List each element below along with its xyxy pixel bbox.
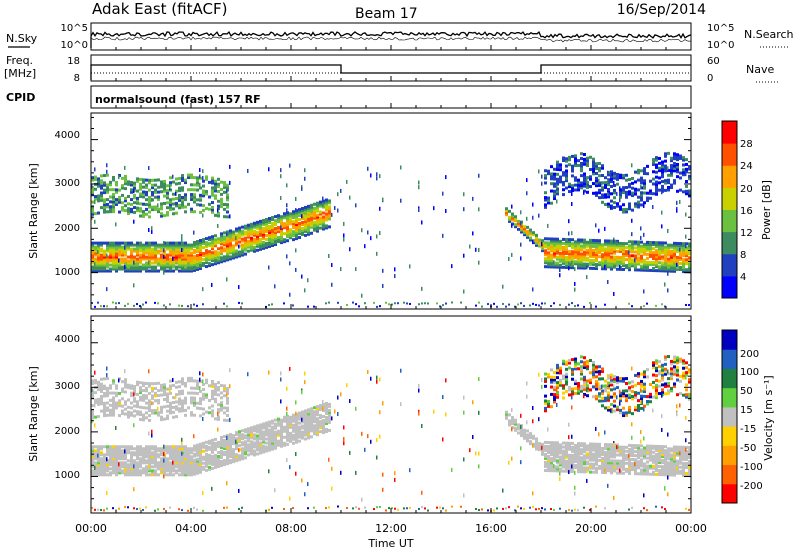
noise-search-line — [90, 36, 692, 43]
power-cbar-tick-4: 4 — [740, 272, 746, 283]
power-ytick-1000: 1000 — [55, 267, 80, 278]
vel-cbar-tick-m15: -15 — [740, 424, 756, 435]
vel-cbar-tick-m100: -100 — [740, 462, 763, 473]
vel-cbar-tick-100: 100 — [740, 367, 759, 378]
velocity-colorbar: 200 100 50 15 -15 -50 -100 -200 Velocity… — [721, 329, 775, 504]
vel-cbar-tick-m200: -200 — [740, 481, 763, 492]
time-tick-1: 04:00 — [175, 522, 207, 535]
noise-sky-line — [90, 31, 692, 48]
freq-right-tick-bottom: 0 — [707, 73, 713, 84]
time-axis: 00:00 04:00 08:00 12:00 16:00 20:00 00:0… — [75, 45, 707, 550]
freq-right-tick-top: 60 — [707, 56, 720, 67]
velocity-panel: Slant Range [km] 4000 3000 2000 1000 — [27, 315, 692, 514]
station-title: Adak East (fitACF) — [92, 0, 227, 18]
velocity-ytick-1000: 1000 — [55, 470, 80, 481]
power-cbar-label: Power [dB] — [760, 180, 773, 240]
vel-cbar-tick-15: 15 — [740, 405, 753, 416]
velocity-ylabel: Slant Range [km] — [27, 366, 40, 462]
power-cbar-tick-28: 28 — [740, 139, 753, 150]
date-title: 16/Sep/2014 — [617, 2, 706, 18]
power-ylabel: Slant Range [km] — [27, 163, 40, 259]
velocity-ytick-3000: 3000 — [55, 381, 80, 392]
power-ytick-2000: 2000 — [55, 223, 80, 234]
noise-right-tick-bottom: 10^0 — [707, 40, 734, 51]
time-tick-5: 20:00 — [575, 522, 607, 535]
noise-left-tick-bottom: 10^0 — [61, 40, 88, 51]
power-echo-data — [91, 151, 691, 308]
vel-cbar-label: Velocity [m s⁻¹] — [762, 375, 775, 460]
power-cbar-tick-16: 16 — [740, 206, 753, 217]
time-tick-4: 16:00 — [475, 522, 507, 535]
power-ytick-3000: 3000 — [55, 178, 80, 189]
velocity-echo-data — [91, 355, 691, 512]
cpid-strip: CPID normalsound (fast) 157 RF — [6, 85, 692, 109]
freq-left-tick-bottom: 8 — [74, 73, 80, 84]
power-cbar-tick-20: 20 — [740, 184, 753, 195]
velocity-ytick-4000: 4000 — [55, 334, 80, 345]
power-colorbar: 28 24 20 16 12 8 4 Power [dB] — [721, 120, 773, 299]
nave-right-label: Nave — [746, 63, 774, 76]
power-panel: Slant Range [km] 4000 3000 2000 1000 — [27, 112, 692, 310]
time-axis-label: Time UT — [367, 537, 413, 550]
noise-left-label: N.Sky — [6, 32, 38, 45]
power-cbar-tick-12: 12 — [740, 228, 753, 239]
freq-left-tick-top: 18 — [67, 56, 80, 67]
noise-right-tick-top: 10^5 — [707, 23, 734, 34]
vel-cbar-tick-50: 50 — [740, 386, 753, 397]
beam-title: Beam 17 — [355, 6, 418, 22]
frequency-panel: Freq. [MHz] 18 8 60 0 Nave — [4, 54, 780, 84]
noise-panel: N.Sky 10^5 10^0 10^5 10^0 N.Search — [6, 22, 794, 51]
vel-cbar-tick-200: 200 — [740, 349, 759, 360]
power-cbar-tick-24: 24 — [740, 161, 753, 172]
noise-right-label: N.Search — [744, 28, 794, 41]
vel-cbar-tick-m50: -50 — [740, 443, 756, 454]
time-tick-6: 00:00 — [675, 522, 707, 535]
freq-left-label-1: Freq. — [6, 54, 33, 67]
cpid-mode: normalsound (fast) 157 RF — [95, 93, 261, 106]
noise-left-tick-top: 10^5 — [61, 23, 88, 34]
time-tick-0: 00:00 — [75, 522, 107, 535]
cpid-label: CPID — [6, 91, 35, 104]
power-ytick-4000: 4000 — [55, 130, 80, 141]
velocity-ytick-2000: 2000 — [55, 426, 80, 437]
power-cbar-tick-8: 8 — [740, 250, 746, 261]
time-tick-2: 08:00 — [275, 522, 307, 535]
time-tick-3: 12:00 — [375, 522, 407, 535]
freq-left-label-2: [MHz] — [4, 67, 36, 80]
